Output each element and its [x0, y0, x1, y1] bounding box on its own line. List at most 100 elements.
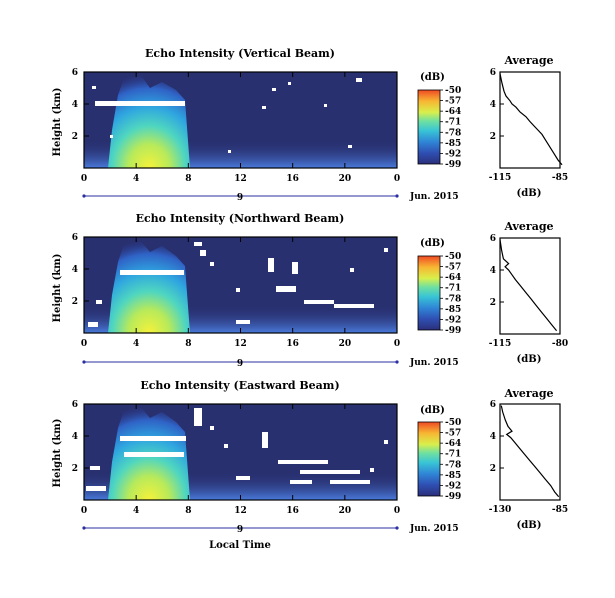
colorbar-unit: (dB)	[420, 405, 445, 416]
x-tick-labels: 0 4 8 12 16 20 0	[81, 72, 400, 184]
colorbar-tick-label: -50	[445, 252, 461, 262]
y-axis-label: Height (km)	[52, 254, 63, 323]
date-tick: 9	[237, 525, 243, 535]
avg-frame	[499, 71, 561, 169]
colorbar-tick-label: -78	[445, 294, 461, 304]
x-tick-label: 20	[339, 506, 352, 516]
avg-xlabel: (dB)	[517, 520, 542, 531]
avg-x-tick-label: -85	[552, 173, 568, 183]
x-tick-label: 8	[185, 506, 191, 516]
noise-speckle	[88, 242, 388, 327]
colorbar-tick-label: -92	[445, 315, 461, 325]
avg-x-tick-label: -80	[552, 339, 568, 349]
noise-speckle	[86, 408, 388, 491]
date-tick: 9	[237, 359, 243, 369]
date-label: Jun. 2015	[409, 358, 459, 368]
y-tick-labels: 2 4 6	[72, 68, 89, 142]
avg-y-tick-label: 4	[490, 432, 496, 442]
y-tick-label: 2	[72, 132, 78, 142]
colorbar-tick-label: -57	[445, 97, 461, 107]
y-tick-label: 6	[72, 68, 78, 78]
noise-band	[95, 101, 185, 106]
colorbar-tick-label: -50	[445, 418, 461, 428]
colorbar-tick-label: -64	[445, 273, 461, 283]
colorbar: (dB) -50-57-64-71-78-85-92-99	[417, 72, 461, 170]
colorbar: (dB) -50-57-64-71-78-85-92-99	[417, 405, 461, 502]
colorbar-tick-label: -99	[445, 160, 461, 170]
x-tick-labels: 0 4 8 12 16 20 0	[81, 237, 400, 349]
noise-band	[120, 270, 184, 275]
x-tick-label: 12	[234, 339, 247, 349]
colorbar-tick-label: -57	[445, 263, 461, 273]
x-tick-label: 20	[339, 174, 352, 184]
avg-xlabel: (dB)	[517, 354, 542, 365]
x-tick-labels: 0 4 8 12 16 20 0	[81, 404, 400, 516]
y-axis-label: Height (km)	[52, 88, 63, 157]
noise-speckle	[92, 78, 362, 153]
x-tick-label: 0	[394, 339, 400, 349]
x-tick-label: 0	[394, 506, 400, 516]
noise-band	[120, 436, 186, 441]
colorbar-tick-label: -71	[445, 450, 461, 460]
panel-northward: Echo Intensity (Northward Beam) Height (…	[52, 212, 568, 369]
avg-y-tick-label: 6	[490, 68, 496, 78]
x-tick-label: 12	[234, 174, 247, 184]
x-tick-label: 8	[185, 339, 191, 349]
avg-frame	[499, 237, 561, 335]
y-tick-label: 4	[72, 100, 78, 110]
colorbar-tick-label: -57	[445, 429, 461, 439]
y-tick-labels: 2 4 6	[72, 400, 89, 474]
avg-profile-line	[499, 239, 558, 332]
avg-profile-line	[499, 73, 563, 166]
avg-y-tick-label: 4	[490, 100, 496, 110]
avg-x-tick-label: -85	[552, 505, 568, 515]
daytime-echo-plume	[108, 240, 190, 333]
avg-y-tick-label: 6	[490, 234, 496, 244]
heatmap-plot	[83, 71, 398, 169]
avg-x-tick-label: -115	[489, 173, 512, 183]
avg-profile-line	[500, 405, 560, 498]
panel-eastward: Echo Intensity (Eastward Beam) Height (k…	[52, 379, 568, 535]
date-label: Jun. 2015	[409, 192, 459, 202]
daytime-echo-plume	[108, 74, 190, 168]
x-tick-label: 16	[286, 174, 299, 184]
x-tick-label: 20	[339, 339, 352, 349]
date-tick: 9	[237, 193, 243, 203]
date-axis: 9 Jun. 2015	[82, 192, 459, 203]
x-axis-label: Local Time	[209, 540, 271, 551]
avg-xlabel: (dB)	[517, 188, 542, 199]
avg-y-tick-label: 2	[490, 464, 496, 474]
x-tick-label: 12	[234, 506, 247, 516]
average-profile: Average -130 -85 2 4 6 (dB)	[489, 387, 568, 531]
x-tick-label: 8	[185, 174, 191, 184]
panel-title: Echo Intensity (Eastward Beam)	[140, 379, 339, 392]
x-tick-label: 4	[133, 174, 139, 184]
x-tick-label: 0	[394, 174, 400, 184]
colorbar-tick-label: -78	[445, 128, 461, 138]
x-tick-label: 16	[286, 506, 299, 516]
colorbar-tick-label: -85	[445, 471, 461, 481]
heatmap-plot	[83, 236, 398, 334]
x-tick-label: 4	[133, 506, 139, 516]
colorbar-tick-label: -85	[445, 305, 461, 315]
colorbar-tick-label: -50	[445, 86, 461, 96]
x-tick-label: 4	[133, 339, 139, 349]
y-tick-label: 4	[72, 432, 78, 442]
avg-x-tick-label: -115	[489, 339, 512, 349]
y-tick-label: 4	[72, 265, 78, 275]
y-tick-label: 2	[72, 464, 78, 474]
avg-x-tick-label: -130	[489, 505, 512, 515]
y-tick-label: 2	[72, 297, 78, 307]
colorbar-tick-label: -85	[445, 139, 461, 149]
avg-title: Average	[503, 387, 553, 400]
colorbar: (dB) -50-57-64-71-78-85-92-99	[417, 238, 461, 336]
x-tick-label: 0	[81, 174, 87, 184]
y-tick-labels: 2 4 6	[72, 233, 89, 307]
panel-title: Echo Intensity (Vertical Beam)	[145, 47, 335, 60]
colorbar-tick-label: -92	[445, 149, 461, 159]
y-axis-label: Height (km)	[52, 419, 63, 488]
colorbar-tick-label: -99	[445, 492, 461, 502]
avg-y-tick-label: 2	[490, 132, 496, 142]
colorbar-tick-label: -71	[445, 284, 461, 294]
